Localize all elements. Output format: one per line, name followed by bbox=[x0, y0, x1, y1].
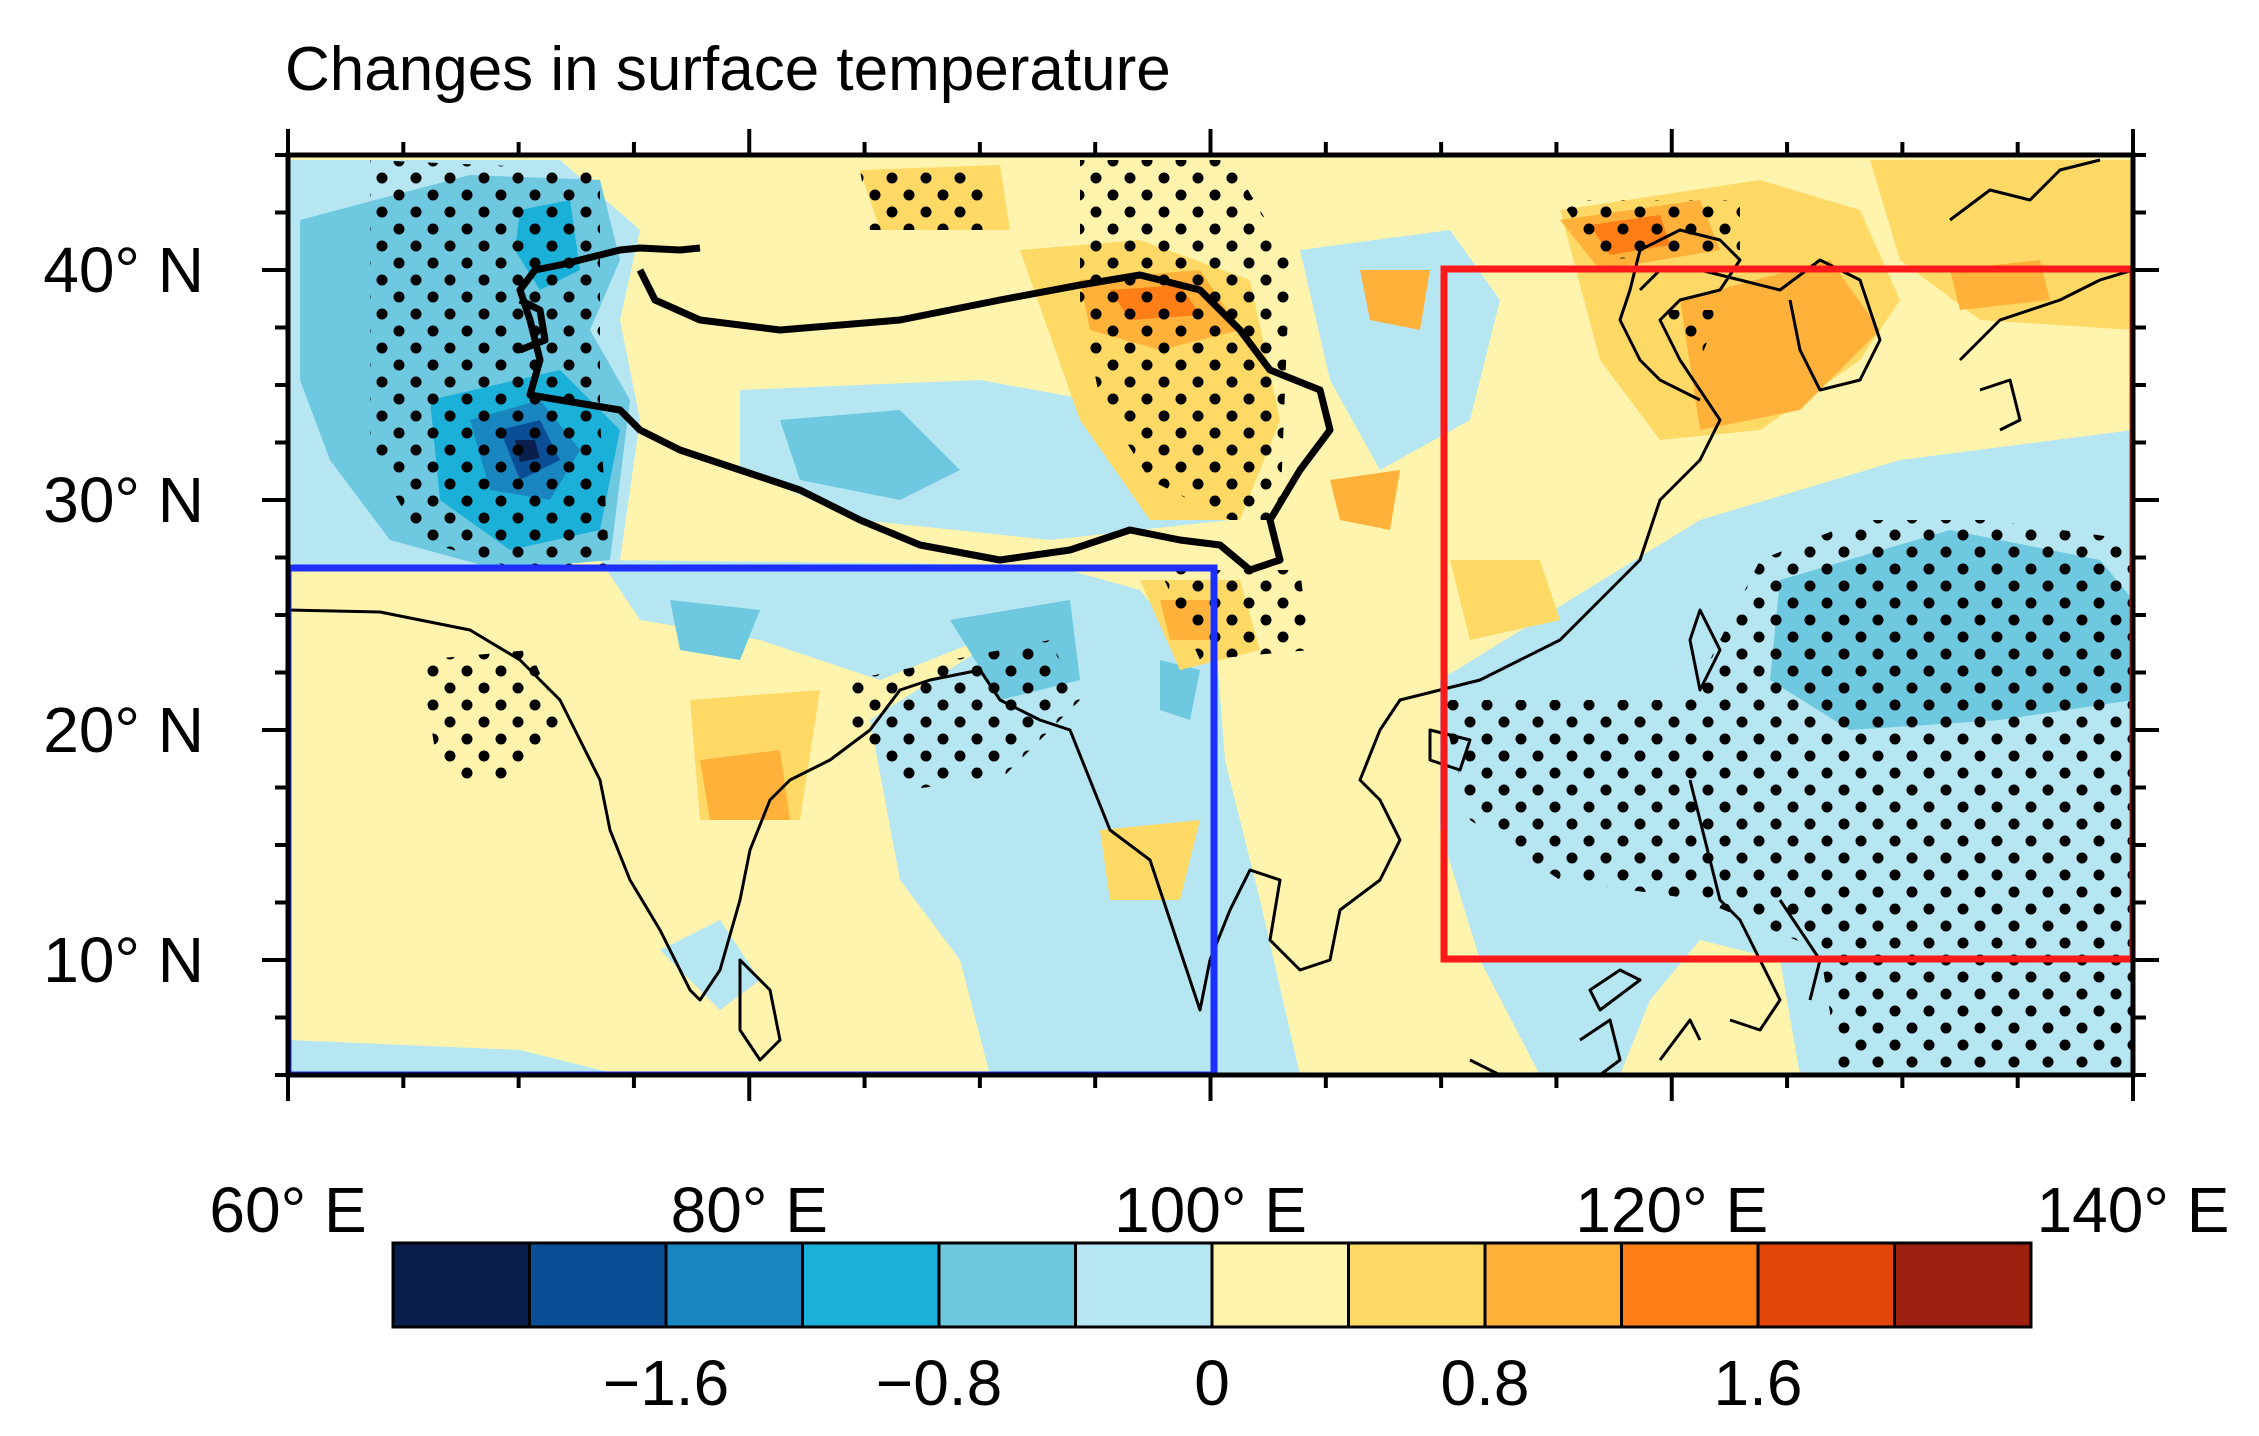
lon-tick-label: 120° E bbox=[1575, 1174, 1768, 1246]
colorbar-swatch bbox=[391, 1241, 531, 1329]
colorbar-swatch bbox=[1483, 1241, 1623, 1329]
colorbar bbox=[391, 1241, 2033, 1329]
colorbar-swatch bbox=[528, 1241, 668, 1329]
plateau-outline bbox=[516, 244, 1334, 574]
colorbar-swatch bbox=[801, 1241, 941, 1329]
colorbar-swatch bbox=[664, 1241, 804, 1329]
colorbar-swatch bbox=[1756, 1241, 1896, 1329]
colorbar-label: −1.6 bbox=[603, 1347, 729, 1419]
red-region-box bbox=[1440, 265, 2133, 963]
axis-ticks bbox=[262, 129, 2159, 1101]
lat-tick-label: 20° N bbox=[43, 694, 204, 766]
colorbar-swatch bbox=[1210, 1241, 1350, 1329]
lat-tick-label: 10° N bbox=[43, 924, 204, 996]
colorbar-labels: −1.6 −0.8 0 0.8 1.6 bbox=[603, 1347, 1803, 1419]
lon-tick-label: 60° E bbox=[209, 1174, 366, 1246]
colorbar-swatch bbox=[1620, 1241, 1760, 1329]
significance-stippling bbox=[370, 160, 2133, 1075]
lon-tick-label: 100° E bbox=[1114, 1174, 1307, 1246]
lat-tick-label: 30° N bbox=[43, 464, 204, 536]
colorbar-swatch bbox=[937, 1241, 1077, 1329]
colorbar-swatch bbox=[1074, 1241, 1214, 1329]
colorbar-label: −0.8 bbox=[876, 1347, 1002, 1419]
blue-region-box bbox=[288, 564, 1218, 1075]
map-title: Changes in surface temperature bbox=[285, 35, 1171, 104]
axis-labels: 60° E 80° E 100° E 120° E 140° E 10° N 20° N 30… bbox=[43, 234, 2229, 1246]
lon-tick-label: 80° E bbox=[671, 1174, 828, 1246]
colorbar-swatch bbox=[1347, 1241, 1487, 1329]
lat-tick-label: 40° N bbox=[43, 234, 204, 306]
colorbar-swatch bbox=[1893, 1241, 2033, 1329]
lon-tick-label: 140° E bbox=[2037, 1174, 2230, 1246]
map-panel bbox=[288, 155, 2133, 1075]
colorbar-label: 0.8 bbox=[1441, 1347, 1530, 1419]
colorbar-label: 1.6 bbox=[1714, 1347, 1803, 1419]
colorbar-label: 0 bbox=[1194, 1347, 1230, 1419]
